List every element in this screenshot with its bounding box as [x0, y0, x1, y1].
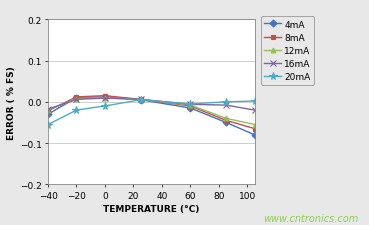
16mA: [224, 104, 228, 107]
8mA: [46, 110, 50, 113]
20mA: [252, 100, 257, 103]
16mA: [46, 108, 50, 111]
12mA: [74, 98, 79, 100]
12mA: [103, 97, 107, 100]
4mA: [138, 99, 143, 102]
16mA: [103, 97, 107, 100]
8mA: [252, 128, 257, 130]
4mA: [188, 107, 193, 110]
8mA: [138, 99, 143, 101]
Line: 12mA: 12mA: [45, 96, 257, 127]
20mA: [138, 99, 143, 102]
20mA: [74, 109, 79, 112]
4mA: [74, 97, 79, 100]
12mA: [46, 109, 50, 112]
12mA: [188, 104, 193, 107]
16mA: [138, 99, 143, 101]
12mA: [224, 117, 228, 120]
12mA: [138, 99, 143, 101]
20mA: [103, 105, 107, 108]
X-axis label: TEMPERATURE (°C): TEMPERATURE (°C): [103, 204, 200, 213]
8mA: [103, 95, 107, 98]
Y-axis label: ERROR ( % FS): ERROR ( % FS): [7, 66, 15, 139]
4mA: [103, 96, 107, 99]
20mA: [224, 101, 228, 104]
Text: www.cntronics.com: www.cntronics.com: [263, 213, 358, 223]
16mA: [188, 104, 193, 106]
4mA: [252, 134, 257, 137]
12mA: [252, 124, 257, 126]
20mA: [188, 103, 193, 106]
8mA: [224, 119, 228, 122]
8mA: [74, 96, 79, 99]
4mA: [224, 122, 228, 124]
20mA: [46, 124, 50, 126]
8mA: [188, 105, 193, 108]
Line: 8mA: 8mA: [45, 94, 257, 131]
Line: 16mA: 16mA: [45, 96, 258, 114]
Line: 20mA: 20mA: [44, 97, 258, 129]
4mA: [46, 113, 50, 116]
16mA: [252, 109, 257, 112]
16mA: [74, 99, 79, 101]
Line: 4mA: 4mA: [45, 95, 257, 138]
Legend: 4mA, 8mA, 12mA, 16mA, 20mA: 4mA, 8mA, 12mA, 16mA, 20mA: [261, 17, 314, 85]
